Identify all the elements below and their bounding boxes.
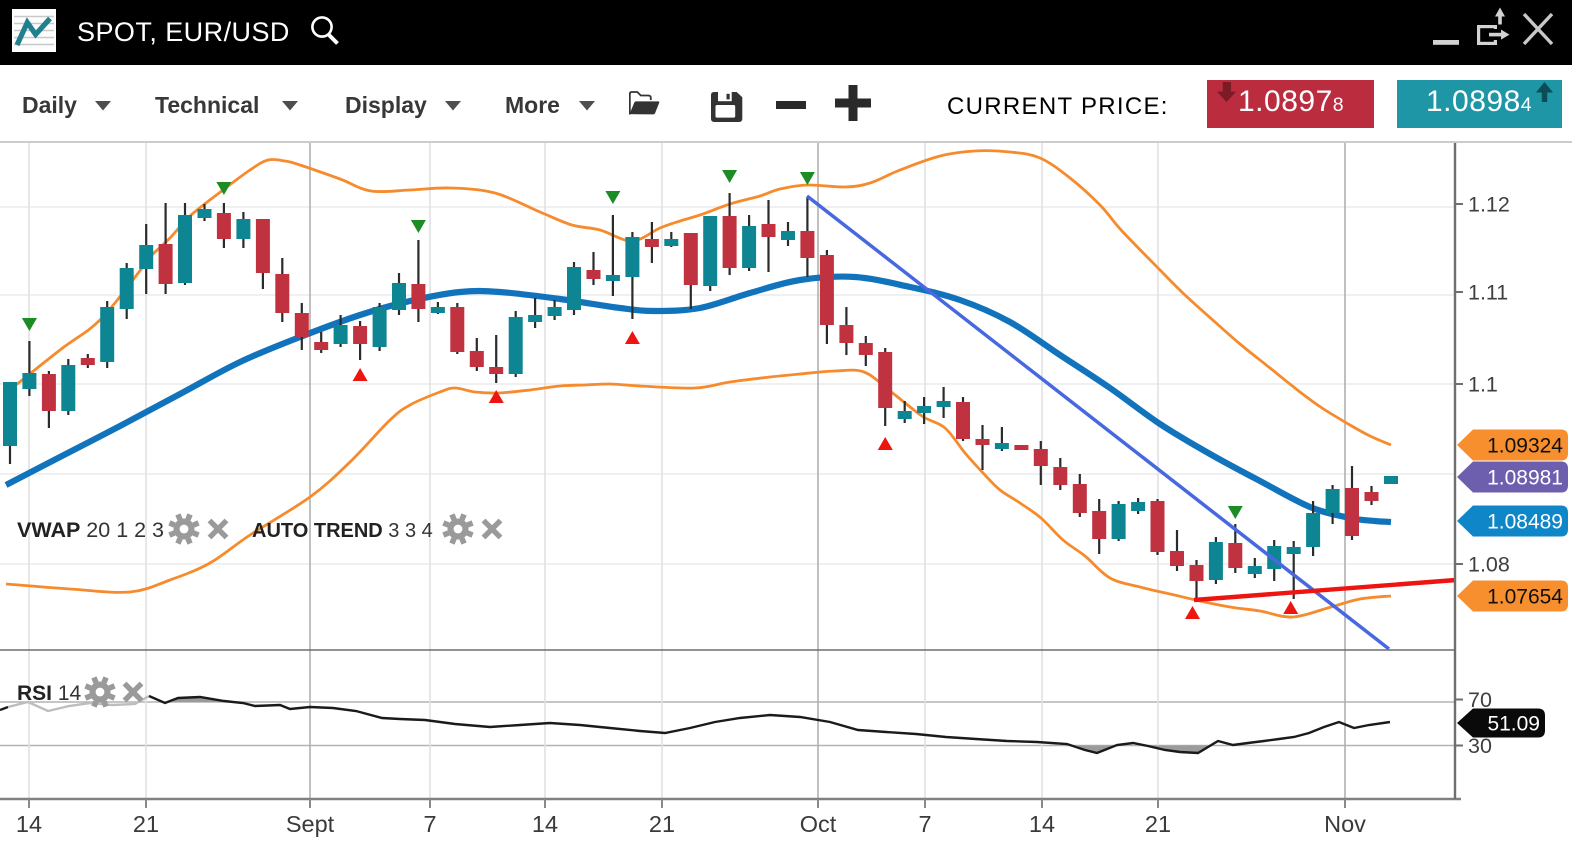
svg-text:AUTO TREND 3 3 4: AUTO TREND 3 3 4 [252,520,433,542]
svg-text:14: 14 [1029,811,1055,837]
svg-text:14: 14 [16,811,42,837]
svg-text:51.09: 51.09 [1487,713,1540,736]
svg-text:VWAP 20 1 2 3: VWAP 20 1 2 3 [17,518,164,542]
svg-text:Sept: Sept [286,811,335,837]
svg-text:21: 21 [649,811,675,837]
svg-text:21: 21 [133,811,159,837]
svg-text:1.12: 1.12 [1468,193,1510,217]
svg-text:1.08981: 1.08981 [1487,467,1563,490]
svg-text:1.08: 1.08 [1468,553,1510,577]
svg-text:30: 30 [1468,734,1492,758]
svg-text:1.1: 1.1 [1468,373,1498,397]
svg-text:1.09324: 1.09324 [1487,435,1563,458]
svg-text:7: 7 [918,811,931,837]
svg-text:7: 7 [423,811,436,837]
svg-text:Nov: Nov [1324,811,1366,837]
svg-text:1.07654: 1.07654 [1487,586,1563,609]
svg-text:21: 21 [1145,811,1171,837]
svg-text:1.08489: 1.08489 [1487,511,1563,534]
svg-text:RSI 14: RSI 14 [17,682,82,705]
svg-text:70: 70 [1468,688,1492,712]
svg-text:Oct: Oct [800,811,837,837]
svg-text:14: 14 [532,811,558,837]
svg-text:1.11: 1.11 [1468,281,1508,305]
